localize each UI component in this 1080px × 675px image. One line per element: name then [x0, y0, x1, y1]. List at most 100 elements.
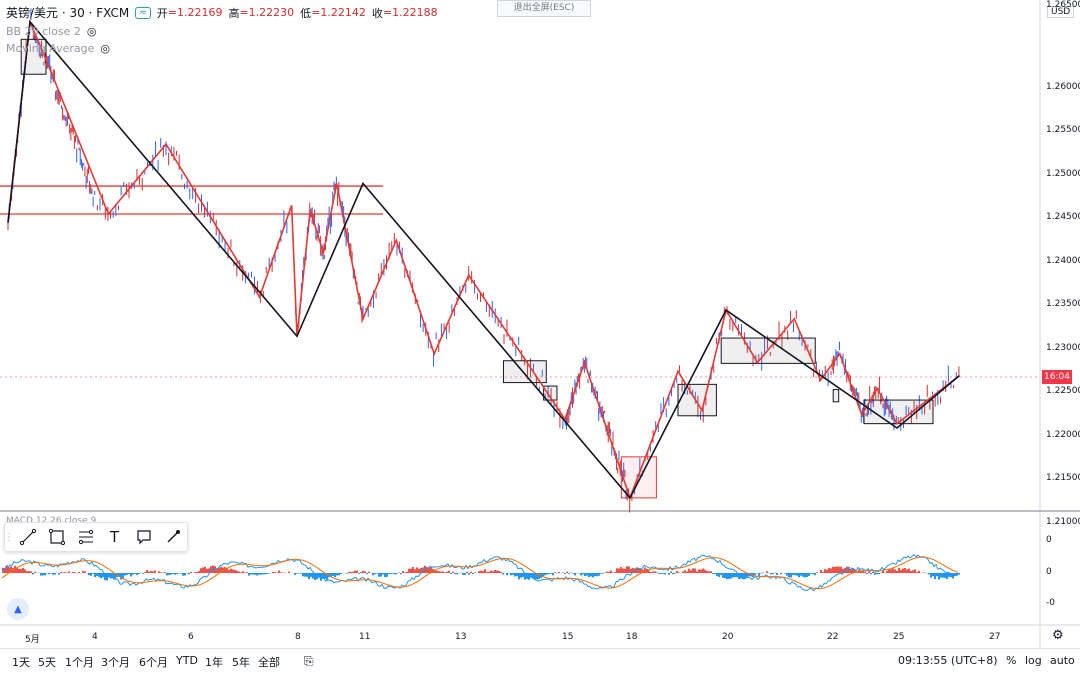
macd-bar	[204, 567, 206, 573]
exit-fullscreen-button[interactable]: 退出全屏(ESC)	[497, 0, 591, 17]
macd-bar	[652, 571, 654, 573]
macd-bar	[32, 573, 34, 574]
macd-bar	[136, 573, 138, 575]
macd-bar	[62, 572, 64, 573]
range-1y[interactable]: 1年	[205, 654, 223, 670]
macd-bar	[862, 571, 864, 573]
macd-bar	[890, 569, 892, 573]
indicator-bb[interactable]: BB 20 close 2 ◎	[6, 25, 97, 38]
eye-icon[interactable]: ◎	[87, 25, 97, 38]
range-5d[interactable]: 5天	[38, 654, 56, 670]
range-ytd[interactable]: YTD	[176, 654, 198, 667]
macd-bar	[730, 573, 732, 579]
low-label: 低	[300, 5, 311, 21]
brush-icon[interactable]	[158, 523, 187, 551]
macd-bar	[794, 573, 796, 575]
date-range-icon[interactable]: ⎘	[304, 654, 314, 669]
macd-bar	[96, 573, 98, 576]
macd-bar	[34, 572, 36, 573]
macd-bar	[798, 573, 800, 577]
macd-bar	[512, 573, 514, 575]
macd-bar	[82, 571, 84, 573]
percent-toggle[interactable]: %	[1006, 654, 1016, 667]
price-axis-label: 1.21500	[1046, 473, 1080, 483]
macd-bar	[644, 567, 646, 573]
macd-bar	[490, 571, 492, 573]
macd-bar	[554, 572, 556, 573]
range-1d[interactable]: 1天	[12, 654, 30, 670]
macd-bar	[938, 573, 940, 579]
clock[interactable]: 09:13:55 (UTC+8)	[898, 654, 998, 667]
macd-bar	[246, 572, 248, 573]
macd-bar	[670, 571, 672, 573]
drag-handle-icon[interactable]: ⋮	[5, 523, 13, 551]
symbol-title[interactable]: 英镑/美元 · 30 · FXCM	[6, 4, 129, 21]
macd-bar	[618, 568, 620, 573]
price-axis-label: 1.24000	[1046, 256, 1080, 266]
macd-bar	[706, 571, 708, 573]
range-5y[interactable]: 5年	[232, 654, 250, 670]
macd-bar	[404, 572, 406, 573]
macd-bar	[248, 573, 250, 576]
macd-bar	[356, 571, 358, 573]
macd-bar	[910, 571, 912, 573]
range-1m[interactable]: 1个月	[65, 654, 94, 670]
range-6m[interactable]: 6个月	[139, 654, 168, 670]
callout-icon[interactable]	[129, 523, 158, 551]
time-axis-label: 27	[989, 632, 1000, 642]
macd-bar	[734, 573, 736, 577]
auto-toggle[interactable]: auto	[1050, 654, 1075, 667]
macd-bar	[272, 572, 274, 573]
macd-bar	[636, 567, 638, 573]
macd-bar	[462, 573, 464, 575]
time-axis-label: 6	[188, 632, 194, 642]
macd-bar	[516, 573, 518, 576]
macd-bar	[414, 569, 416, 573]
macd-bar	[656, 572, 658, 573]
macd-bar	[802, 573, 804, 577]
range-3m[interactable]: 3个月	[101, 654, 130, 670]
macd-bar	[296, 573, 298, 574]
macd-bar	[928, 573, 930, 574]
macd-bar	[766, 571, 768, 573]
macd-bar	[158, 571, 160, 573]
time-axis-label: 5月	[25, 632, 40, 645]
macd-bar	[274, 572, 276, 573]
macd-bar	[386, 573, 388, 577]
macd-bar	[518, 573, 520, 579]
range-all[interactable]: 全部	[258, 654, 280, 670]
indicator-ma[interactable]: Moving Average ◎	[6, 42, 110, 55]
macd-bar	[712, 573, 714, 574]
tradingview-logo-icon[interactable]: ▲	[7, 598, 29, 620]
fib-icon[interactable]	[71, 523, 100, 551]
macd-bar	[486, 572, 488, 573]
macd-bar	[346, 573, 348, 574]
macd-bar	[360, 572, 362, 573]
macd-bar	[528, 573, 530, 580]
drawing-toolbar: ⋮ T	[4, 522, 188, 552]
trend-line-icon[interactable]	[13, 523, 42, 551]
log-toggle[interactable]: log	[1025, 654, 1042, 667]
macd-bar	[28, 571, 30, 573]
macd-bar	[148, 572, 150, 573]
macd-bar	[864, 572, 866, 573]
macd-bar	[898, 568, 900, 573]
macd-bar	[94, 573, 96, 577]
macd-bar	[704, 570, 706, 573]
macd-bar	[542, 573, 544, 576]
macd-bar	[726, 573, 728, 579]
macd-bar	[600, 573, 602, 574]
text-icon[interactable]: T	[100, 523, 129, 551]
macd-bar	[236, 571, 238, 573]
macd-bar	[580, 573, 582, 575]
macd-bar	[58, 573, 60, 575]
macd-bar	[436, 571, 438, 573]
macd-bar	[320, 573, 322, 581]
gear-icon[interactable]: ⚙	[1052, 628, 1064, 643]
macd-bar	[92, 573, 94, 574]
eye-icon[interactable]: ◎	[100, 42, 110, 55]
macd-bar	[494, 570, 496, 573]
macd-bar	[100, 573, 102, 578]
rectangle-icon[interactable]	[42, 523, 71, 551]
